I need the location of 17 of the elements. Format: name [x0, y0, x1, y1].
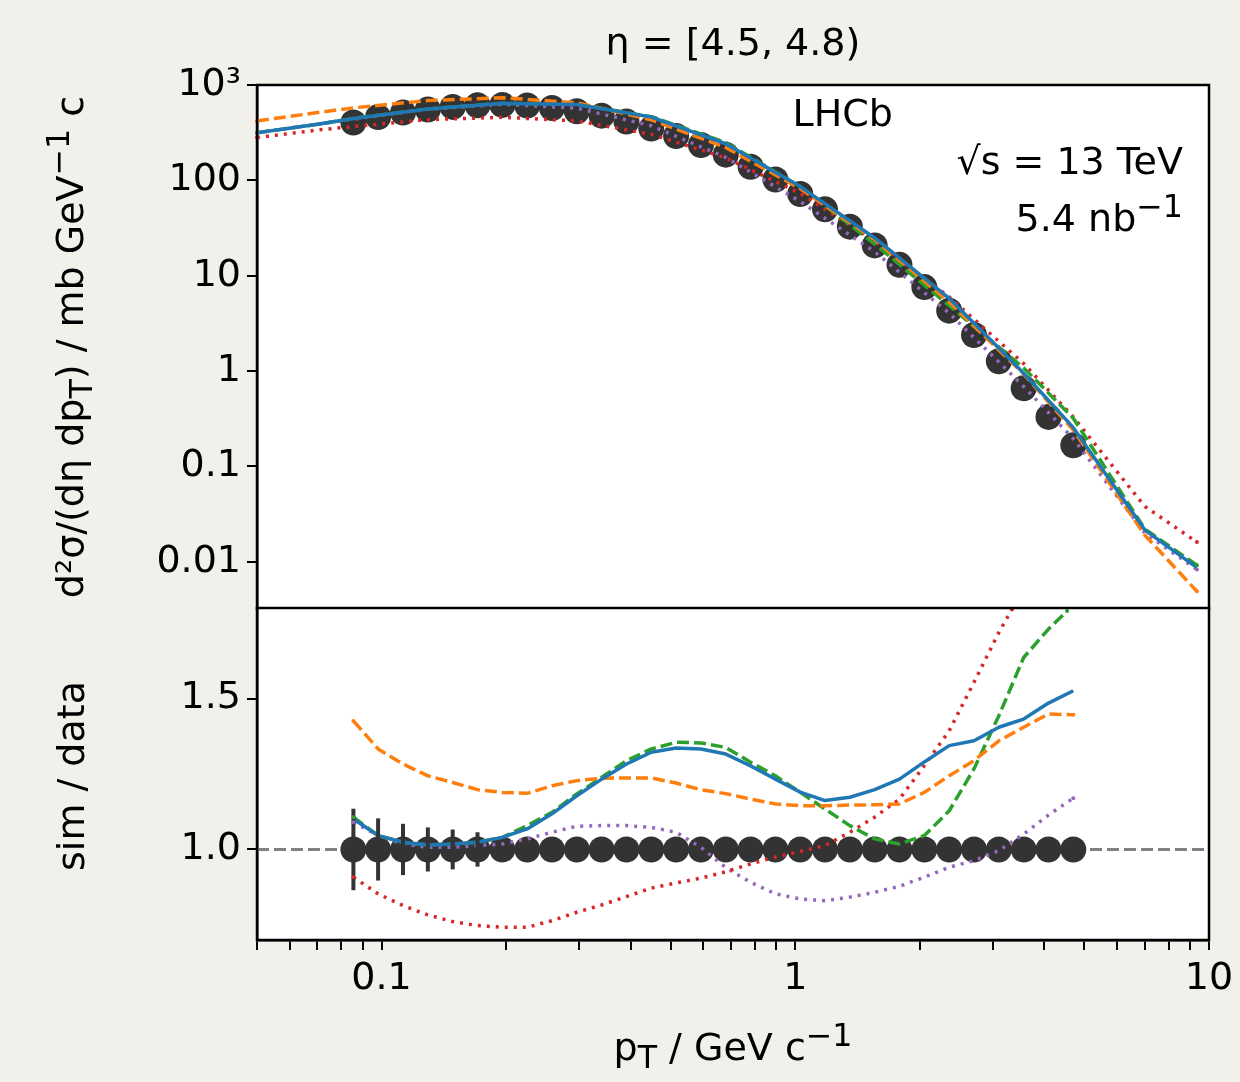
y-tick-label: 10³: [177, 59, 241, 104]
x-tick-label: 10: [1184, 953, 1234, 998]
chart-title: η = [4.5, 4.8): [605, 20, 861, 64]
x-tick-label: 0.1: [351, 953, 412, 998]
y-tick-label: 1.5: [180, 673, 241, 718]
y-tick-label: 100: [168, 155, 241, 200]
y-tick-label: 10: [192, 250, 241, 295]
y-tick-label: 1: [216, 345, 241, 390]
y-tick-label: 0.1: [180, 441, 241, 486]
x-axis-title: p$_{T}$ / GeV c$^{−1}$: [613, 1017, 853, 1076]
annotation: LHCb: [792, 91, 894, 135]
y-axis-title: sim / data: [49, 681, 94, 871]
y-tick-label: 0.01: [156, 536, 241, 581]
y-tick-label: 1.0: [180, 824, 241, 869]
x-tick-label: 1: [783, 953, 808, 998]
annotation: √s = 13 TeV: [955, 138, 1183, 183]
annotation: 5.4 nb$^{−1}$: [1014, 187, 1183, 240]
